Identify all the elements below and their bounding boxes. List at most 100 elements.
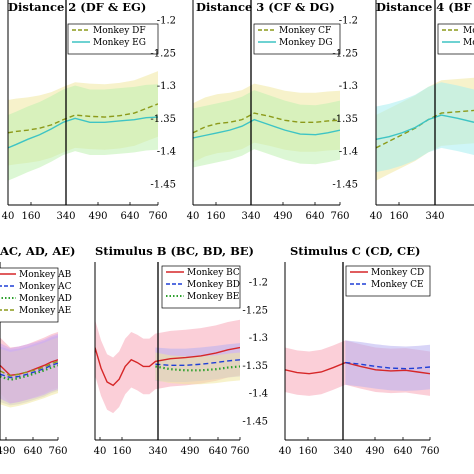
legend: Monkey CD Monkey CE: [345, 265, 431, 297]
x-tick-label: 760: [148, 211, 167, 222]
x-tick-label: 40: [279, 446, 292, 457]
x-tick-label: 760: [420, 446, 439, 457]
confidence-band-2: [376, 82, 474, 173]
x-tick-label: 640: [23, 446, 42, 457]
y-tick-label: -1.3: [339, 81, 358, 92]
legend: Monkey BC Monkey BD Monkey BE: [161, 265, 241, 309]
x-tick-label: 340: [333, 446, 352, 457]
legend-label-2: Monkey EG: [93, 38, 146, 48]
confidence-band-2: [193, 90, 340, 168]
series-line-3: [0, 364, 58, 381]
legend-box: [253, 23, 341, 55]
panel-4: 490 640 760 AC, AD, AE) Monkey AB Monkey AC Mo…: [0, 244, 76, 457]
y-tick-label: -1.2: [157, 16, 176, 27]
series-line-2: [0, 362, 58, 379]
panel-title: Distance 3 (CF & DG): [196, 0, 335, 14]
plot-area: [193, 83, 340, 168]
series-line-2: [193, 118, 340, 139]
legend-label-1: Monkey BF: [463, 26, 474, 36]
legend-box: [0, 267, 59, 323]
x-tick-label: 640: [305, 211, 324, 222]
confidence-band-3: [155, 352, 240, 385]
legend: Monkey DF Monkey EG: [67, 23, 159, 55]
y-tick-label: -1.4: [157, 147, 176, 158]
plot-area: [285, 340, 430, 396]
x-tick-label: 160: [112, 446, 131, 457]
panel-title: Stimulus B (BC, BD, BE): [95, 244, 254, 258]
panel-6: 40 160 340 490 640 760 -1.2 -1.25 -1.3 -1.35 -1.4 -…: [242, 244, 439, 457]
legend-box: [345, 265, 431, 297]
legend-label-2: Monkey BD: [187, 280, 240, 290]
legend-label-1: Monkey BC: [187, 268, 240, 278]
series-line-4: [0, 360, 58, 377]
panel-5: 40 160 340 490 640 760 Stimulus B (BC, BD, BE)…: [94, 244, 254, 457]
y-tick-label: -1.35: [242, 361, 268, 372]
legend-label-2: Monkey DG: [279, 38, 333, 48]
plot-area: [8, 71, 158, 181]
x-tick-label: 340: [148, 446, 167, 457]
legend: Monkey CF Monkey DG: [253, 23, 341, 55]
legend-label-2: Monkey EG: [463, 38, 474, 48]
series-line-1: [95, 346, 240, 387]
y-tick-label: -1.25: [150, 48, 176, 59]
x-tick-label: 640: [393, 446, 412, 457]
y-tick-label: -1.2: [339, 16, 358, 27]
plot-area: [376, 77, 474, 181]
x-tick-label: 40: [94, 446, 107, 457]
panel-title: Stimulus C (CD, CE): [290, 244, 420, 258]
series-line-3: [155, 365, 240, 372]
confidence-band-2: [8, 84, 158, 181]
legend-label-1: Monkey CF: [279, 26, 331, 36]
x-tick-label: 490: [88, 211, 107, 222]
series-line-1: [285, 361, 430, 375]
legend-label-2: Monkey AC: [19, 282, 72, 292]
x-tick-label: 340: [241, 211, 260, 222]
x-tick-label: 340: [425, 211, 444, 222]
x-tick-label: 490: [273, 211, 292, 222]
y-tick-label: -1.35: [150, 114, 176, 125]
legend: Monkey BF Monkey EG: [437, 23, 474, 55]
legend-box: [437, 23, 474, 55]
x-tick-label: 160: [206, 211, 225, 222]
series-line-2: [155, 359, 240, 367]
y-tick-label: -1.3: [249, 333, 268, 344]
legend-label-3: Monkey AD: [19, 294, 72, 304]
x-tick-label: 760: [330, 211, 349, 222]
x-tick-label: 160: [21, 211, 40, 222]
y-tick-label: -1.4: [249, 389, 268, 400]
y-tick-label: -1.35: [332, 114, 358, 125]
x-tick-label: 490: [365, 446, 384, 457]
x-tick-label: 40: [2, 211, 15, 222]
panel-3: 40 160 340 -1.2 -1.25 -1.3 -1.35 -1.4 -1.45 Dista…: [332, 0, 474, 222]
x-tick-label: 160: [298, 446, 317, 457]
series-line-1: [8, 103, 158, 134]
confidence-band-2: [345, 340, 430, 391]
x-tick-label: 640: [208, 446, 227, 457]
legend-label-2: Monkey CE: [371, 280, 424, 290]
y-tick-label: -1.25: [242, 305, 268, 316]
legend: Monkey AB Monkey AC Monkey AD Monkey AE: [0, 267, 72, 323]
legend-box: [161, 265, 241, 309]
series-line-2: [376, 114, 474, 140]
x-tick-label: 40: [370, 211, 383, 222]
panel-title: AC, AD, AE): [0, 244, 76, 258]
legend-label-1: Monkey CD: [371, 268, 424, 278]
confidence-band-4: [0, 333, 58, 404]
y-tick-label: -1.45: [242, 416, 268, 427]
legend-label-1: Monkey AB: [19, 270, 72, 280]
x-tick-label: 490: [0, 446, 16, 457]
y-tick-label: -1.45: [332, 179, 358, 190]
plot-area: [0, 332, 58, 408]
x-tick-label: 490: [180, 446, 199, 457]
legend-box: [67, 23, 159, 55]
y-tick-label: -1.4: [339, 147, 358, 158]
x-tick-label: 760: [48, 446, 67, 457]
y-tick-label: -1.2: [249, 278, 268, 289]
x-tick-label: 160: [389, 211, 408, 222]
x-tick-label: 340: [56, 211, 75, 222]
plot-area: [95, 319, 240, 414]
series-line-1: [193, 112, 340, 134]
series-line-2: [8, 116, 158, 149]
x-tick-label: 640: [120, 211, 139, 222]
